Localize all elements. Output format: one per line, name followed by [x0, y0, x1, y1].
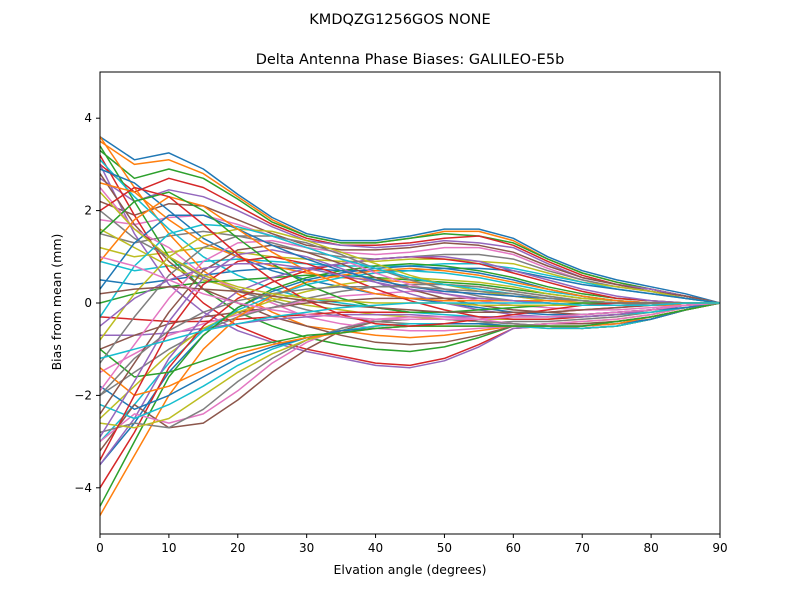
- y-tick-label: −4: [74, 481, 92, 495]
- y-tick-label: 4: [84, 111, 92, 125]
- series-line-57: [99, 256, 721, 320]
- x-tick-label: 10: [161, 541, 176, 555]
- x-tick-label: 70: [575, 541, 590, 555]
- x-axis-ticks: 0 10 20 30 40 50 60 70 80 90: [96, 534, 728, 555]
- x-tick-label: 40: [368, 541, 383, 555]
- x-tick-label: 60: [506, 541, 521, 555]
- plot-lines: [99, 136, 721, 516]
- plot-frame: [99, 71, 721, 535]
- y-axis-label: Bias from mean (mm): [49, 234, 64, 371]
- x-tick-label: 80: [643, 541, 658, 555]
- y-axis-ticks: −4 −2 0 2 4: [74, 111, 100, 495]
- x-tick-label: 30: [299, 541, 314, 555]
- series-line-32: [99, 267, 720, 516]
- series-line-1: [99, 136, 721, 304]
- y-tick-label: 2: [84, 204, 92, 218]
- series-line-40: [99, 302, 721, 420]
- x-axis-label: Elvation angle (degrees): [333, 562, 486, 577]
- series-line-35: [99, 256, 720, 466]
- figure-suptitle: KMDQZG1256GOS NONE: [309, 12, 490, 28]
- x-tick-label: 0: [96, 541, 104, 555]
- series-line-47: [99, 239, 721, 392]
- y-tick-label: 0: [84, 296, 92, 310]
- x-tick-label: 50: [437, 541, 452, 555]
- chart-title: Delta Antenna Phase Biases: GALILEO-E5b: [256, 52, 565, 68]
- series-line-45: [99, 249, 721, 438]
- series-line-58: [99, 286, 720, 396]
- x-tick-label: 90: [712, 541, 727, 555]
- y-tick-label: −2: [74, 388, 92, 402]
- series-line-60: [99, 302, 720, 360]
- series-line-56: [99, 286, 720, 313]
- x-tick-label: 20: [230, 541, 245, 555]
- series-line-3: [99, 149, 721, 304]
